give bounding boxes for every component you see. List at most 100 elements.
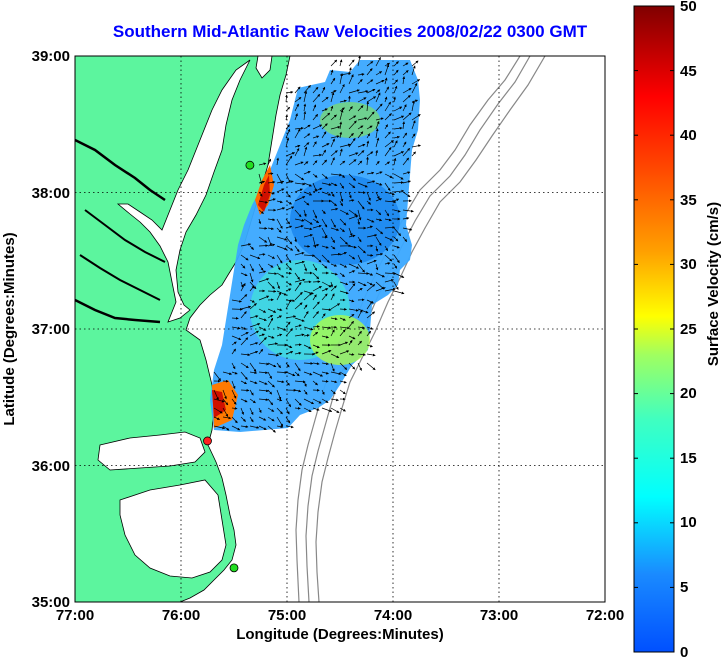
velocity-arrow (276, 188, 285, 193)
velocity-arrow (339, 148, 343, 157)
velocity-arrow (285, 299, 292, 310)
y-axis: 39:00 38:00 37:00 36:00 35:00 Latitude (… (1, 48, 70, 611)
velocity-arrow (312, 407, 320, 411)
velocity-arrow (348, 308, 359, 312)
velocity-arrow (321, 173, 328, 180)
chesapeake-bay (116, 59, 251, 323)
velocity-arrow (393, 227, 402, 237)
velocity-arrow (321, 123, 328, 130)
velocity-arrow (240, 326, 247, 330)
velocity-arrow (366, 88, 376, 94)
velocity-arrow (411, 133, 416, 139)
velocity-arrow (330, 92, 335, 103)
x-tick-label: 75:00 (268, 607, 306, 624)
velocity-arrow (339, 209, 349, 215)
velocity-arrow (375, 198, 383, 202)
velocity-arrow (321, 407, 333, 413)
velocity-arrow (330, 263, 338, 267)
velocity-arrow (348, 173, 356, 181)
velocity-arrow (303, 326, 314, 331)
velocity-arrow (330, 398, 339, 402)
velocity-arrow (249, 407, 254, 416)
velocity-arrow (231, 362, 236, 370)
velocity-arrow (330, 200, 337, 207)
velocity-arrow (303, 389, 308, 395)
velocity-arrow (348, 320, 354, 328)
velocity-arrow (321, 350, 332, 355)
velocity-arrow (375, 182, 383, 186)
velocity-arrow (321, 326, 332, 330)
velocity-arrow (339, 200, 343, 207)
velocity-arrow (348, 353, 355, 356)
velocity-arrow (321, 379, 329, 383)
velocity-arrow (330, 317, 338, 321)
velocity-arrow (258, 295, 270, 301)
velocity-arrow (348, 335, 356, 340)
velocity-arrow (339, 272, 345, 277)
velocity-arrow (366, 218, 375, 223)
velocity-arrow (339, 59, 343, 67)
velocity-arrow (375, 209, 382, 216)
velocity-arrow (213, 416, 221, 420)
velocity-arrow (312, 294, 317, 301)
velocity-arrow (393, 79, 398, 85)
velocity-arrow (402, 236, 408, 242)
velocity-arrow (348, 74, 354, 85)
velocity-arrow (276, 371, 288, 374)
velocity-arrow (321, 313, 326, 319)
velocity-arrow (366, 281, 373, 286)
velocity-arrow (303, 407, 312, 413)
velocity-arrow (249, 315, 259, 319)
velocity-arrow (366, 200, 372, 205)
velocity-arrow (267, 362, 277, 368)
velocity-arrow (330, 150, 338, 157)
velocity-arrow (321, 149, 326, 157)
velocity-arrow (312, 173, 318, 178)
velocity-arrow (303, 244, 311, 248)
colorbar-tick-label: 30 (680, 256, 697, 273)
velocity-arrow (375, 160, 380, 166)
velocity-arrow (240, 407, 244, 415)
velocity-arrow (411, 100, 415, 112)
velocity-arrow (276, 290, 287, 296)
velocity-arrow (321, 96, 329, 103)
velocity-arrow (276, 218, 283, 229)
colorbar-ticks (634, 5, 674, 653)
velocity-arrow (303, 111, 307, 121)
velocity-arrow (294, 97, 302, 103)
velocity-arrow (402, 171, 411, 175)
velocity-arrow (348, 215, 359, 220)
colorbar-tick-label: 20 (680, 385, 697, 402)
velocity-arrow (339, 350, 350, 355)
velocity-arrow (294, 86, 301, 94)
velocity-arrow (312, 243, 320, 247)
map-title: Southern Mid-Atlantic Raw Velocities 200… (112, 22, 588, 41)
velocity-arrow (375, 272, 385, 278)
velocity-arrow (384, 287, 396, 292)
velocity-arrow (285, 218, 290, 225)
velocity-arrow (357, 171, 365, 175)
velocity-arrow (402, 94, 411, 103)
velocity-arrow (258, 200, 269, 204)
velocity-arrow (294, 182, 306, 186)
velocity-arrow (285, 173, 291, 183)
velocity-arrow (222, 407, 229, 418)
velocity-arrow (339, 218, 347, 226)
velocity-arrow (375, 128, 379, 139)
velocity-arrow (402, 141, 407, 148)
velocity-arrow (357, 353, 366, 357)
velocity-arrow (393, 281, 399, 290)
velocity-arrow (393, 236, 399, 242)
velocity-arrow (366, 151, 374, 157)
velocity-arrow (321, 209, 326, 215)
velocity-arrow (258, 270, 267, 274)
velocity-arrow (375, 236, 382, 246)
velocity-arrow (258, 308, 267, 313)
colorbar-tick-label: 5 (680, 579, 688, 596)
velocity-arrow (339, 173, 346, 178)
velocity-arrow (330, 157, 335, 166)
velocity-arrow (285, 281, 292, 286)
velocity-arrow (339, 326, 351, 330)
velocity-arrow (285, 94, 288, 103)
